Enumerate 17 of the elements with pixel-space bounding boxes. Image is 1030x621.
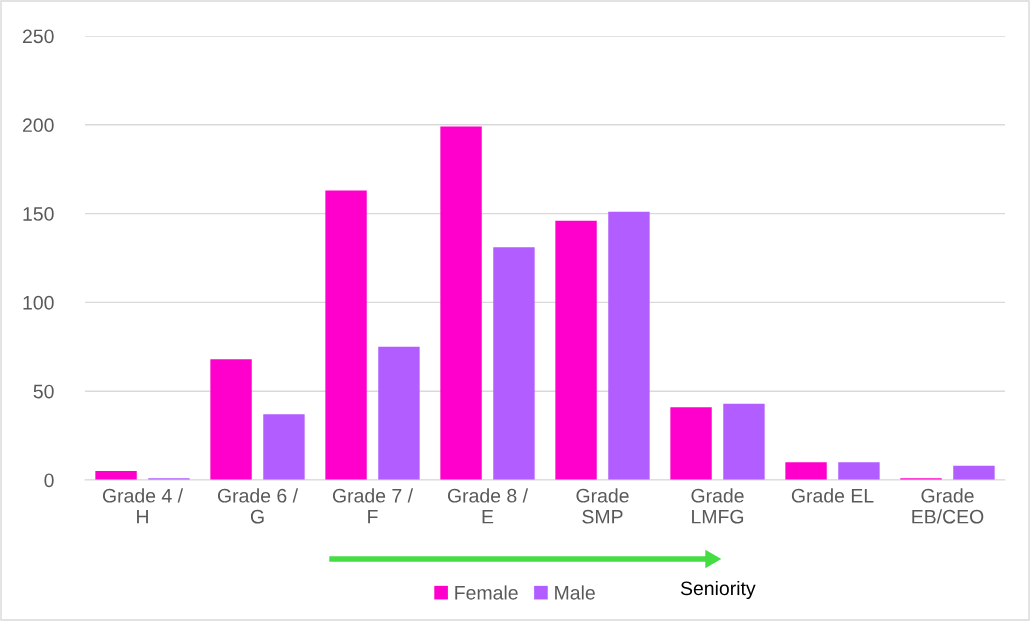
legend-label: Male (555, 585, 595, 600)
text: Seniority (680, 580, 756, 600)
x-tick-label: Grade 6 / G (217, 488, 299, 524)
y-tick-label: 0 (44, 473, 54, 488)
y-tick-label: 250 (22, 29, 54, 44)
y-tick-label: 150 (23, 207, 54, 221)
x-tick-label: Grade EL (791, 488, 874, 503)
x-tick-label: Grade EB/CEO (912, 488, 984, 524)
y-tick-label: 200 (22, 118, 54, 133)
x-tick-label: Grade 7 / F (332, 488, 414, 524)
y-tick-label: 100 (23, 295, 54, 310)
legend-label: Female (455, 585, 518, 600)
x-tick-label: Grade 4 / H (102, 488, 184, 524)
y-tick-label: 50 (33, 384, 54, 399)
x-tick-label: Grade LMFG (691, 488, 744, 524)
x-tick-label: Grade 8 / E (447, 488, 529, 524)
x-tick-label: Grade SMP (576, 488, 629, 524)
